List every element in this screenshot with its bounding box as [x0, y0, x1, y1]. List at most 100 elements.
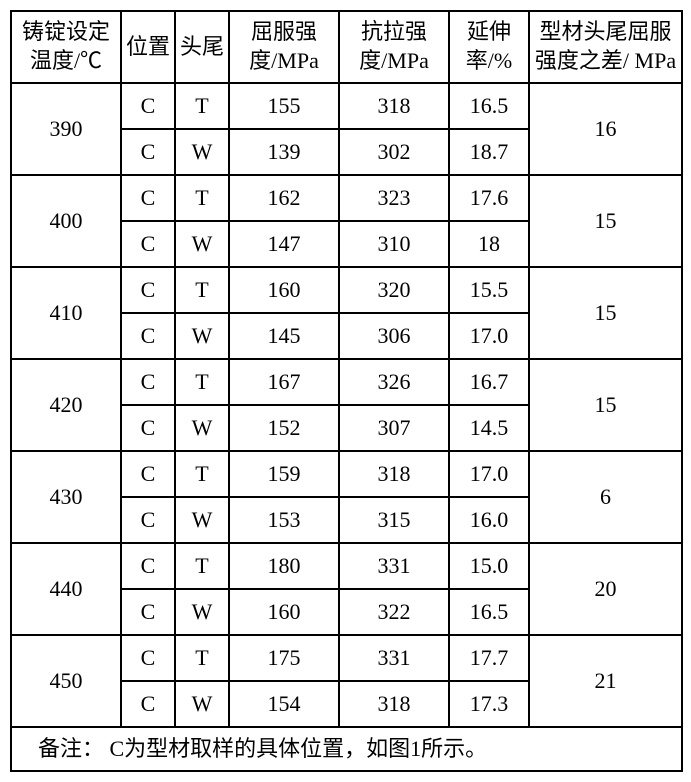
table-row: 390CT15531816.516 [11, 83, 682, 129]
cell-pos: C [121, 451, 175, 497]
table-row: 440CT18033115.020 [11, 543, 682, 589]
cell-tensile: 331 [339, 543, 449, 589]
cell-yield: 155 [229, 83, 339, 129]
cell-ht: W [175, 221, 229, 267]
cell-tensile: 302 [339, 129, 449, 175]
cell-elong: 16.7 [449, 359, 529, 405]
cell-yield: 160 [229, 267, 339, 313]
cell-elong: 15.5 [449, 267, 529, 313]
header-row: 铸锭设定温度/℃ 位置 头尾 屈服强度/MPa 抗拉强度/MPa 延伸率/% 型… [11, 11, 682, 83]
cell-yield: 145 [229, 313, 339, 359]
header-tensile: 抗拉强度/MPa [339, 11, 449, 83]
cell-tensile: 318 [339, 83, 449, 129]
table-row: 430CT15931817.06 [11, 451, 682, 497]
header-temp: 铸锭设定温度/℃ [11, 11, 121, 83]
cell-pos: C [121, 681, 175, 727]
cell-elong: 16.5 [449, 83, 529, 129]
cell-pos: C [121, 313, 175, 359]
cell-yield: 147 [229, 221, 339, 267]
cell-tensile: 320 [339, 267, 449, 313]
cell-temp: 390 [11, 83, 121, 175]
cell-pos: C [121, 359, 175, 405]
cell-pos: C [121, 267, 175, 313]
cell-tensile: 307 [339, 405, 449, 451]
table-row: 420CT16732616.715 [11, 359, 682, 405]
cell-pos: C [121, 589, 175, 635]
table-row: 410CT16032015.515 [11, 267, 682, 313]
cell-temp: 410 [11, 267, 121, 359]
cell-elong: 17.7 [449, 635, 529, 681]
cell-ht: T [175, 83, 229, 129]
cell-diff: 6 [529, 451, 682, 543]
cell-yield: 175 [229, 635, 339, 681]
cell-pos: C [121, 129, 175, 175]
cell-pos: C [121, 83, 175, 129]
header-diff: 型材头尾屈服强度之差/ MPa [529, 11, 682, 83]
cell-diff: 15 [529, 359, 682, 451]
cell-tensile: 315 [339, 497, 449, 543]
cell-yield: 139 [229, 129, 339, 175]
cell-elong: 14.5 [449, 405, 529, 451]
cell-temp: 420 [11, 359, 121, 451]
cell-yield: 154 [229, 681, 339, 727]
cell-tensile: 326 [339, 359, 449, 405]
cell-yield: 152 [229, 405, 339, 451]
cell-ht: T [175, 175, 229, 221]
cell-yield: 167 [229, 359, 339, 405]
cell-tensile: 306 [339, 313, 449, 359]
cell-temp: 400 [11, 175, 121, 267]
remark-cell: 备注： C为型材取样的具体位置，如图1所示。 [11, 727, 682, 771]
cell-ht: T [175, 359, 229, 405]
cell-tensile: 310 [339, 221, 449, 267]
cell-temp: 430 [11, 451, 121, 543]
cell-elong: 17.0 [449, 451, 529, 497]
cell-elong: 17.0 [449, 313, 529, 359]
table-row: 400CT16232317.615 [11, 175, 682, 221]
cell-ht: T [175, 635, 229, 681]
cell-diff: 21 [529, 635, 682, 727]
cell-yield: 159 [229, 451, 339, 497]
data-table-container: 铸锭设定温度/℃ 位置 头尾 屈服强度/MPa 抗拉强度/MPa 延伸率/% 型… [10, 10, 681, 772]
header-elong: 延伸率/% [449, 11, 529, 83]
cell-yield: 160 [229, 589, 339, 635]
cell-pos: C [121, 497, 175, 543]
cell-diff: 16 [529, 83, 682, 175]
cell-elong: 17.3 [449, 681, 529, 727]
cell-elong: 16.0 [449, 497, 529, 543]
cell-ht: T [175, 543, 229, 589]
cell-pos: C [121, 635, 175, 681]
cell-elong: 16.5 [449, 589, 529, 635]
table-row: 450CT17533117.721 [11, 635, 682, 681]
cell-diff: 15 [529, 267, 682, 359]
material-properties-table: 铸锭设定温度/℃ 位置 头尾 屈服强度/MPa 抗拉强度/MPa 延伸率/% 型… [10, 10, 683, 772]
cell-elong: 18 [449, 221, 529, 267]
cell-ht: W [175, 589, 229, 635]
cell-tensile: 318 [339, 681, 449, 727]
cell-yield: 180 [229, 543, 339, 589]
cell-tensile: 323 [339, 175, 449, 221]
cell-elong: 17.6 [449, 175, 529, 221]
cell-pos: C [121, 221, 175, 267]
cell-ht: T [175, 451, 229, 497]
cell-pos: C [121, 543, 175, 589]
header-ht: 头尾 [175, 11, 229, 83]
remark-row: 备注： C为型材取样的具体位置，如图1所示。 [11, 727, 682, 771]
cell-temp: 450 [11, 635, 121, 727]
cell-yield: 162 [229, 175, 339, 221]
cell-pos: C [121, 405, 175, 451]
cell-diff: 15 [529, 175, 682, 267]
cell-yield: 153 [229, 497, 339, 543]
cell-elong: 15.0 [449, 543, 529, 589]
cell-diff: 20 [529, 543, 682, 635]
cell-tensile: 331 [339, 635, 449, 681]
cell-ht: W [175, 681, 229, 727]
cell-ht: W [175, 313, 229, 359]
cell-ht: W [175, 405, 229, 451]
header-pos: 位置 [121, 11, 175, 83]
cell-ht: W [175, 129, 229, 175]
cell-tensile: 318 [339, 451, 449, 497]
cell-temp: 440 [11, 543, 121, 635]
cell-ht: W [175, 497, 229, 543]
cell-ht: T [175, 267, 229, 313]
cell-pos: C [121, 175, 175, 221]
